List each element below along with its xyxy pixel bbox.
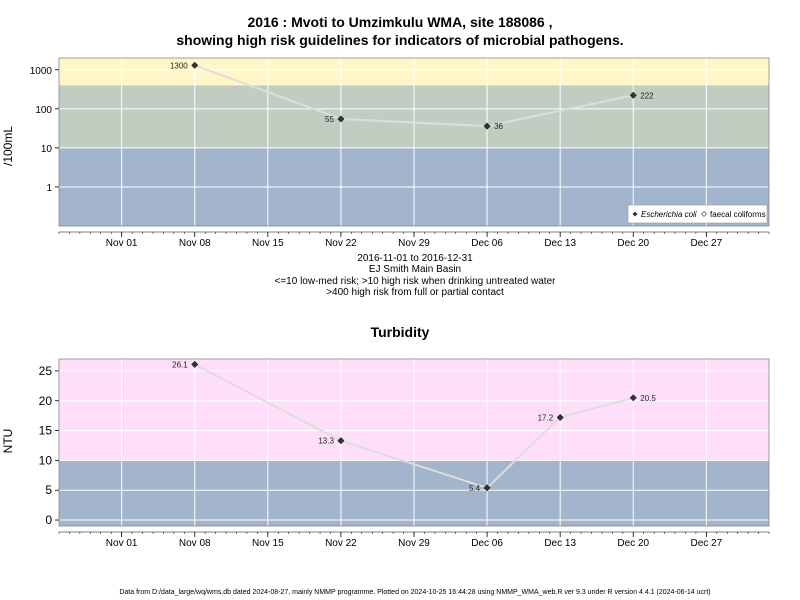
data-point-0-1 <box>337 115 345 123</box>
chart-title-line-1: 2016 : Mvoti to Umzimkulu WMA, site 1880… <box>247 14 553 30</box>
caption-site-name: EJ Smith Main Basin <box>368 264 462 275</box>
x-tick-label-1: Nov 08 <box>179 538 211 549</box>
plot-border <box>58 57 770 227</box>
x-tick-label-2: Nov 15 <box>252 238 284 249</box>
data-point-0-0 <box>191 360 199 368</box>
y-axis-label: NTU <box>1 429 15 454</box>
legend-label-ecoli: Escherichia coli <box>641 210 697 219</box>
footer-note: Data from D:/data_large/wq/wms.db dated … <box>119 589 711 596</box>
data-point-0-3 <box>556 413 564 422</box>
caption-risk-contact: >400 high risk from full or partial cont… <box>326 287 504 298</box>
x-tick-label-3: Nov 22 <box>325 538 357 549</box>
data-point-0-2 <box>483 122 491 130</box>
y-tick-label-1: 5 <box>45 483 52 497</box>
x-tick-label-5: Dec 06 <box>471 538 503 549</box>
data-label-0-4: 20.5 <box>640 394 656 403</box>
legend-box <box>627 204 768 224</box>
y-axis-label: /100mL <box>1 126 15 166</box>
chart-title-line-2: showing high risk guidelines for indicat… <box>176 32 624 48</box>
y-tick-label-4: 20 <box>39 394 53 408</box>
legend-marker-faecal-coliforms <box>701 211 707 217</box>
data-point-0-0 <box>191 61 199 69</box>
x-tick-label-3: Nov 22 <box>325 238 357 249</box>
x-tick-label-0: Nov 01 <box>106 538 138 549</box>
legend-label-faecal-coliforms: faecal coliforms <box>710 210 766 219</box>
series-line-0 <box>194 64 634 128</box>
data-point-0-3 <box>629 91 637 99</box>
data-label-0-1: 13.3 <box>318 437 334 446</box>
data-point-0-4 <box>629 394 637 402</box>
caption-date-range: 2016-11-01 to 2016-12-31 <box>357 253 473 264</box>
y-tick-label-2: 100 <box>35 105 52 116</box>
y-tick-label-5: 25 <box>39 364 53 378</box>
plot-border <box>58 358 770 527</box>
data-label-0-0: 1300 <box>170 61 188 70</box>
data-label-0-0: 26.1 <box>172 360 188 369</box>
y-tick-label-1: 10 <box>41 144 53 155</box>
x-tick-label-6: Dec 13 <box>544 538 576 549</box>
legend-marker-ecoli <box>632 211 638 217</box>
data-label-0-3: 17.2 <box>538 413 554 422</box>
y-tick-label-2: 10 <box>39 453 53 467</box>
y-tick-label-3: 1000 <box>30 66 53 77</box>
caption-risk-drinking: <=10 low-med risk; >10 high risk when dr… <box>274 276 556 287</box>
x-tick-label-4: Nov 29 <box>398 538 430 549</box>
turbidity-title: Turbidity <box>370 324 430 340</box>
data-point-0-1 <box>337 437 345 445</box>
data-label-0-2: 36 <box>494 122 503 131</box>
y-tick-label-0: 0 <box>45 513 52 527</box>
data-label-0-3: 222 <box>640 91 654 100</box>
data-label-0-2: 5.4 <box>469 484 481 493</box>
x-tick-label-7: Dec 20 <box>617 238 649 249</box>
x-tick-label-1: Nov 08 <box>179 238 211 249</box>
x-tick-label-2: Nov 15 <box>252 538 284 549</box>
x-tick-label-8: Dec 27 <box>691 238 723 249</box>
data-label-0-1: 55 <box>325 115 334 124</box>
data-point-0-2 <box>483 484 491 492</box>
x-tick-label-5: Dec 06 <box>471 238 503 249</box>
x-tick-label-0: Nov 01 <box>106 238 138 249</box>
x-tick-label-8: Dec 27 <box>691 538 723 549</box>
x-tick-label-6: Dec 13 <box>544 238 576 249</box>
y-tick-label-3: 15 <box>39 424 53 438</box>
x-tick-label-4: Nov 29 <box>398 238 430 249</box>
x-tick-label-7: Dec 20 <box>617 538 649 549</box>
y-tick-label-0: 1 <box>46 183 52 194</box>
